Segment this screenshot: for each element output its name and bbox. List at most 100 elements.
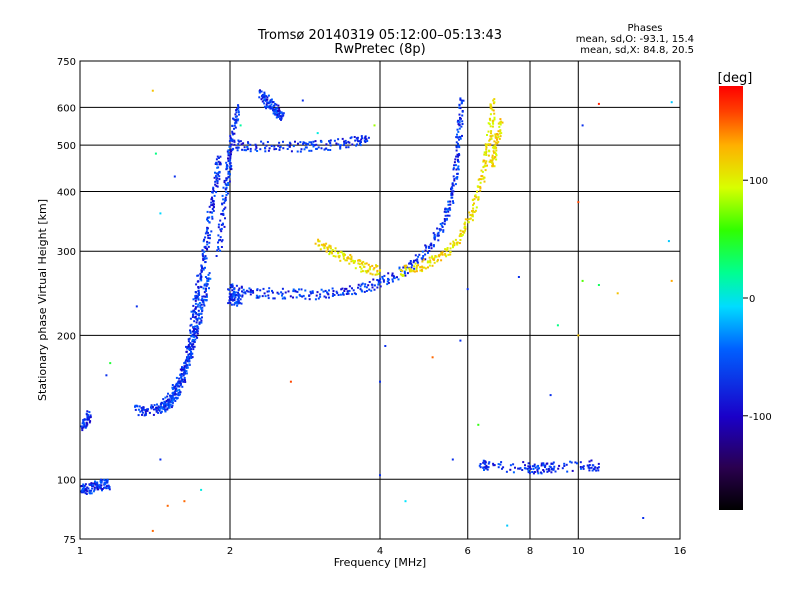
data-point — [359, 266, 362, 268]
data-point — [548, 469, 551, 472]
data-point — [452, 167, 455, 170]
data-point — [579, 461, 582, 464]
data-point — [279, 114, 282, 117]
data-point — [211, 217, 214, 220]
data-point — [224, 206, 227, 209]
data-point — [387, 277, 389, 280]
data-point — [582, 467, 585, 470]
data-point — [245, 289, 248, 292]
data-point — [433, 234, 436, 237]
data-point — [92, 490, 95, 493]
data-point — [453, 161, 456, 164]
data-point — [301, 295, 304, 298]
data-point — [200, 319, 203, 322]
data-point — [277, 292, 280, 295]
colorbar-tick-label: -100 — [749, 412, 772, 423]
data-point — [361, 282, 364, 285]
data-point — [213, 176, 216, 179]
data-point — [577, 334, 580, 337]
data-point — [379, 380, 381, 383]
data-point — [162, 398, 165, 401]
data-point — [275, 116, 278, 119]
data-point — [100, 481, 103, 484]
data-point — [292, 290, 295, 293]
stats-line-o: mean, sd,O: -93.1, 15.4 — [576, 34, 694, 45]
data-point — [194, 307, 197, 310]
data-point — [83, 425, 86, 428]
data-point — [281, 112, 284, 115]
data-point — [318, 244, 321, 247]
data-point — [416, 260, 419, 263]
data-point — [332, 292, 335, 295]
data-point — [286, 148, 289, 150]
data-point — [487, 122, 490, 125]
data-point — [330, 250, 333, 253]
data-point — [196, 324, 199, 327]
data-point — [432, 258, 435, 261]
data-point — [298, 288, 300, 291]
data-point — [89, 414, 92, 417]
data-point — [237, 301, 240, 304]
data-point — [497, 463, 500, 466]
data-point — [376, 265, 379, 267]
data-point — [581, 279, 584, 282]
data-point — [218, 175, 221, 178]
data-point — [353, 292, 356, 295]
data-point — [271, 101, 274, 104]
data-point — [181, 385, 184, 388]
data-point — [532, 468, 535, 470]
data-point — [483, 153, 486, 156]
data-point — [173, 393, 176, 396]
data-point — [185, 370, 188, 373]
data-point — [95, 486, 98, 489]
data-point — [237, 291, 239, 294]
data-point — [359, 144, 362, 147]
data-point — [348, 289, 351, 292]
data-point — [263, 105, 266, 108]
data-point — [214, 171, 216, 174]
data-point — [159, 458, 162, 461]
data-point — [554, 470, 557, 473]
data-point — [190, 310, 193, 313]
data-point — [301, 99, 304, 102]
data-point — [264, 295, 267, 298]
data-point — [179, 374, 182, 376]
data-point — [272, 109, 274, 112]
data-point — [185, 372, 188, 375]
data-point — [486, 164, 488, 167]
data-point — [339, 144, 342, 147]
data-point — [184, 379, 186, 382]
data-point — [98, 486, 101, 489]
data-point — [191, 340, 194, 343]
data-point — [484, 460, 487, 463]
data-point — [488, 139, 491, 142]
data-point — [425, 246, 428, 249]
data-point — [332, 255, 335, 257]
data-point — [399, 269, 402, 271]
data-point — [350, 256, 353, 259]
data-point — [204, 255, 207, 258]
data-point — [494, 146, 497, 149]
data-point — [292, 296, 294, 299]
data-point — [201, 316, 203, 319]
data-point — [469, 214, 472, 216]
data-point — [453, 178, 456, 181]
data-point — [373, 288, 376, 291]
data-point — [184, 381, 187, 383]
data-point — [434, 255, 437, 257]
data-point — [334, 250, 337, 253]
data-point — [282, 112, 285, 115]
data-point — [180, 375, 183, 378]
data-point — [232, 147, 235, 150]
data-point — [670, 279, 673, 282]
data-point — [181, 368, 184, 370]
data-point — [491, 154, 494, 157]
data-point — [428, 246, 430, 249]
data-point — [408, 262, 411, 265]
data-point — [228, 180, 231, 183]
data-point — [499, 463, 502, 466]
data-point — [170, 406, 173, 409]
colorbar — [719, 86, 743, 510]
data-point — [436, 260, 439, 263]
data-point — [143, 414, 146, 417]
